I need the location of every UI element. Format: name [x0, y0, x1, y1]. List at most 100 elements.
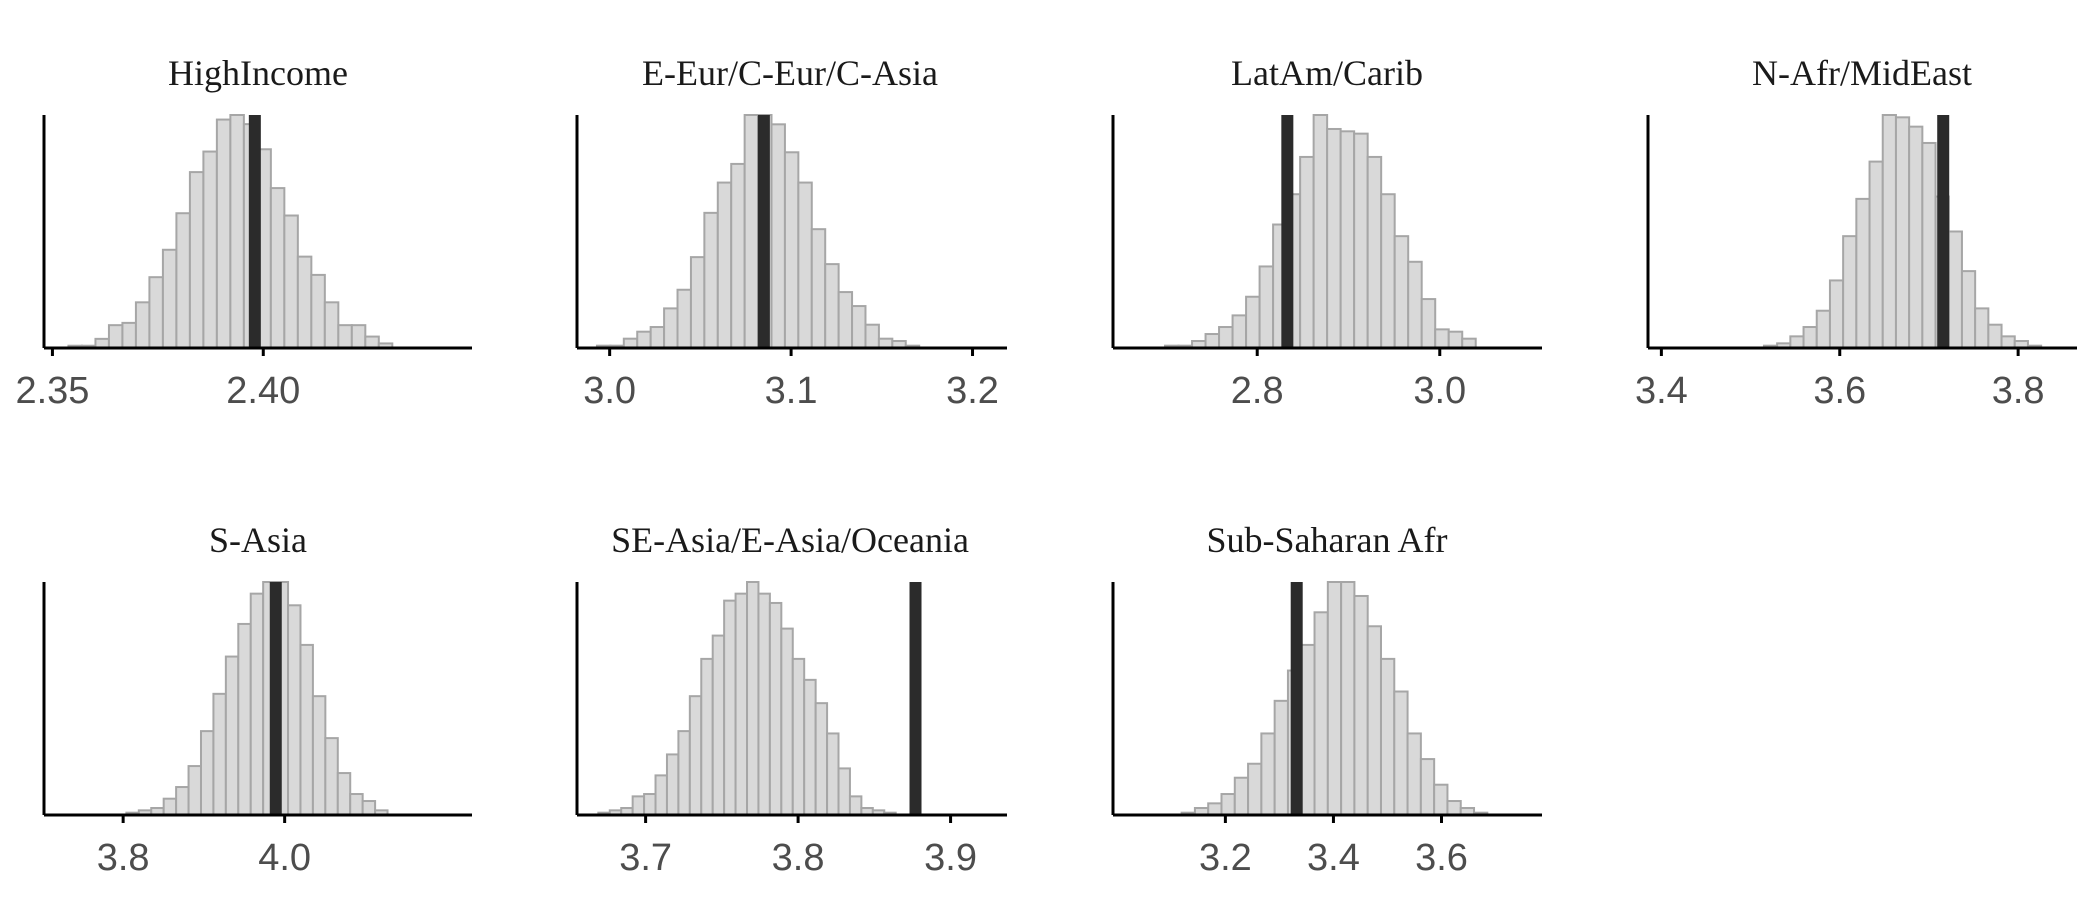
histogram-bar [134, 301, 151, 349]
histogram-bar [1908, 125, 1924, 350]
histogram-bar [757, 592, 771, 817]
reference-line [1281, 115, 1294, 348]
x-tick-label: 3.9 [924, 837, 977, 879]
panel-title: N-Afr/MidEast [1752, 53, 1972, 93]
histogram-bar [1326, 581, 1343, 816]
histogram-panel: Sub-Saharan Afr 3.2 3.4 3.6 [1111, 520, 1542, 879]
histogram-bar [1433, 783, 1449, 817]
histogram-bar [2000, 335, 2016, 350]
histogram-bar [202, 150, 218, 349]
panel-title: Sub-Saharan Afr [1207, 520, 1448, 560]
histogram-bar [837, 291, 854, 349]
histogram-bar [689, 256, 706, 350]
histogram-bar [311, 695, 327, 816]
histogram-bar [175, 786, 190, 816]
histogram-bar [797, 181, 813, 349]
histogram-bar [1353, 594, 1369, 816]
histogram-bar [1868, 160, 1884, 349]
histogram-bar [1894, 116, 1911, 349]
reference-line [269, 582, 282, 815]
histogram-bar [1353, 132, 1369, 349]
histogram-bar [631, 795, 646, 816]
histogram-bar [1420, 298, 1437, 350]
histogram-bar [1340, 581, 1356, 816]
histogram-bar [187, 765, 202, 817]
histogram-bar [336, 772, 352, 816]
histogram-bar [665, 753, 680, 816]
histogram-bar [1299, 155, 1315, 349]
histogram-bar [349, 793, 364, 817]
histogram-bar [824, 263, 840, 349]
histogram-bar [1245, 295, 1261, 349]
histogram-bar [1366, 155, 1383, 349]
panel-title: HighIncome [168, 53, 348, 93]
histogram-bar [162, 797, 178, 817]
x-tick-label: 3.2 [946, 370, 999, 412]
histogram-bar [734, 592, 749, 817]
histogram-panel: SE-Asia/E-Asia/Oceania 3.7 3.8 3.9 [575, 520, 1007, 879]
histogram-bar [643, 793, 657, 817]
histogram-bar [677, 730, 691, 816]
x-tick-label: 3.4 [1307, 837, 1360, 879]
histogram-bar [1960, 270, 1977, 349]
histogram-bar [296, 255, 313, 349]
histogram-bar [107, 324, 124, 349]
histogram-bar [851, 305, 867, 349]
x-tick-label: 3.8 [97, 837, 150, 879]
x-tick-label: 3.0 [1413, 370, 1466, 412]
histogram-bar [337, 324, 353, 349]
histogram-bar [215, 118, 232, 349]
histogram-bar [175, 212, 191, 349]
x-tick-label: 3.2 [1199, 837, 1252, 879]
histogram-bar [1312, 114, 1329, 349]
panel-title: SE-Asia/E-Asia/Oceania [611, 520, 969, 560]
histogram-bar [783, 151, 800, 349]
histogram-bar [1300, 643, 1316, 816]
histogram-bar [1313, 611, 1329, 816]
histogram-bar [1855, 197, 1871, 349]
histogram-bar [864, 323, 880, 350]
histogram-bar [1446, 800, 1462, 817]
reference-line [248, 115, 261, 348]
histogram-bar [1231, 314, 1248, 350]
histogram-bar [1407, 260, 1423, 350]
histogram-bar [676, 288, 692, 349]
histogram-bar [1233, 776, 1250, 816]
histogram-bar [1220, 793, 1236, 817]
histogram-bar [1204, 333, 1221, 349]
x-tick-label: 2.8 [1231, 370, 1284, 412]
histogram-bar [743, 114, 760, 349]
histogram-bar [1921, 141, 1937, 349]
histogram-bar [711, 634, 726, 817]
histogram-bar [361, 800, 377, 817]
x-tick-label: 3.4 [1635, 370, 1688, 412]
histogram-bar [237, 622, 252, 816]
histogram-bar [1815, 309, 1831, 349]
reference-line [1290, 582, 1303, 815]
histogram-bar [1789, 335, 1805, 350]
histogram-bar [780, 627, 794, 816]
histogram-bar [269, 187, 286, 349]
histogram-bar [636, 330, 652, 350]
histogram-bar [768, 601, 783, 816]
histogram-bar [299, 643, 314, 816]
histogram-bar [1207, 802, 1223, 816]
histogram-bar [791, 657, 806, 817]
histogram-bar [810, 228, 827, 349]
histogram-bar [1218, 326, 1234, 349]
histogram-bar [224, 655, 240, 816]
histogram-bar [1379, 657, 1396, 817]
histogram-bar [212, 692, 227, 817]
histogram-bar [837, 767, 851, 817]
x-tick-label: 3.8 [772, 837, 825, 879]
histogram-bar [1987, 323, 2003, 350]
histogram-bar [826, 732, 840, 817]
histogram-panel: LatAm/Carib 2.8 3.0 [1111, 53, 1542, 412]
histogram-bar [324, 737, 339, 816]
histogram-panel: E-Eur/C-Eur/C-Asia 3.0 3.1 3.2 [575, 53, 1007, 412]
reference-line [909, 582, 922, 815]
x-tick-label: 4.0 [258, 837, 311, 879]
histogram-bar [1419, 758, 1436, 817]
histogram-bar [310, 273, 326, 349]
